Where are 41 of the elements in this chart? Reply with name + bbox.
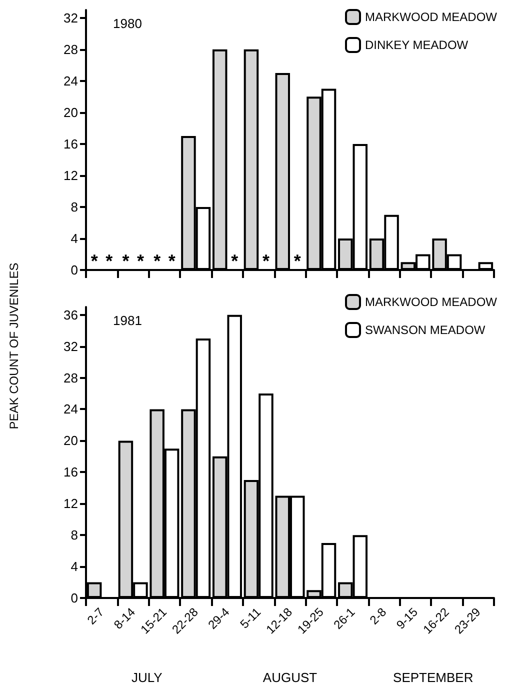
x-tick-label: 2-8: [366, 604, 390, 628]
annotation: *: [294, 251, 301, 271]
y-tick-label: 20: [64, 433, 78, 448]
annotation: *: [231, 251, 238, 271]
y-tick-label: 8: [70, 528, 78, 543]
legend-label: MARKWOOD MEADOW: [365, 10, 498, 24]
legend-label: MARKWOOD MEADOW: [365, 295, 498, 309]
text: AUGUST: [262, 670, 318, 685]
x-tick-label: 5-11: [237, 604, 264, 632]
y-tick-label: 12: [64, 496, 78, 512]
annotation: *: [106, 251, 113, 271]
y-tick-label: 8: [70, 199, 78, 214]
y-tick-label: 0: [70, 590, 78, 606]
text: SEPTEMBER: [393, 670, 474, 685]
text: 1980: [113, 16, 142, 31]
legend-label: SWANSON MEADOW: [365, 323, 486, 337]
y-tick-label: 16: [64, 136, 78, 152]
y-tick-label: 32: [64, 10, 78, 26]
y-axis-title: PEAK COUNT OF JUVENILES: [7, 262, 21, 430]
y-tick-label: 24: [64, 402, 78, 417]
y-tick-label: 28: [64, 42, 78, 57]
y-tick-label: 16: [64, 464, 78, 480]
y-tick-label: 32: [64, 338, 78, 354]
y-tick-label: 28: [64, 370, 78, 386]
annotation: *: [168, 251, 176, 271]
x-tick-label: 2-7: [84, 604, 107, 628]
y-tick-label: 4: [70, 559, 78, 574]
text: 1981: [113, 313, 142, 328]
annotation: *: [262, 251, 270, 271]
annotation: *: [90, 251, 98, 271]
y-tick-label: 12: [64, 168, 78, 183]
annotation: *: [136, 251, 144, 271]
y-tick-label: 0: [70, 262, 78, 278]
text: JULY: [131, 670, 163, 685]
y-tick-label: 36: [64, 307, 78, 322]
y-tick-label: 24: [64, 73, 78, 88]
y-tick-label: 20: [64, 104, 78, 120]
y-tick-label: 4: [70, 230, 78, 246]
legend-label: DINKEY MEADOW: [365, 38, 469, 52]
annotation: *: [154, 251, 161, 271]
annotation: *: [122, 251, 130, 271]
